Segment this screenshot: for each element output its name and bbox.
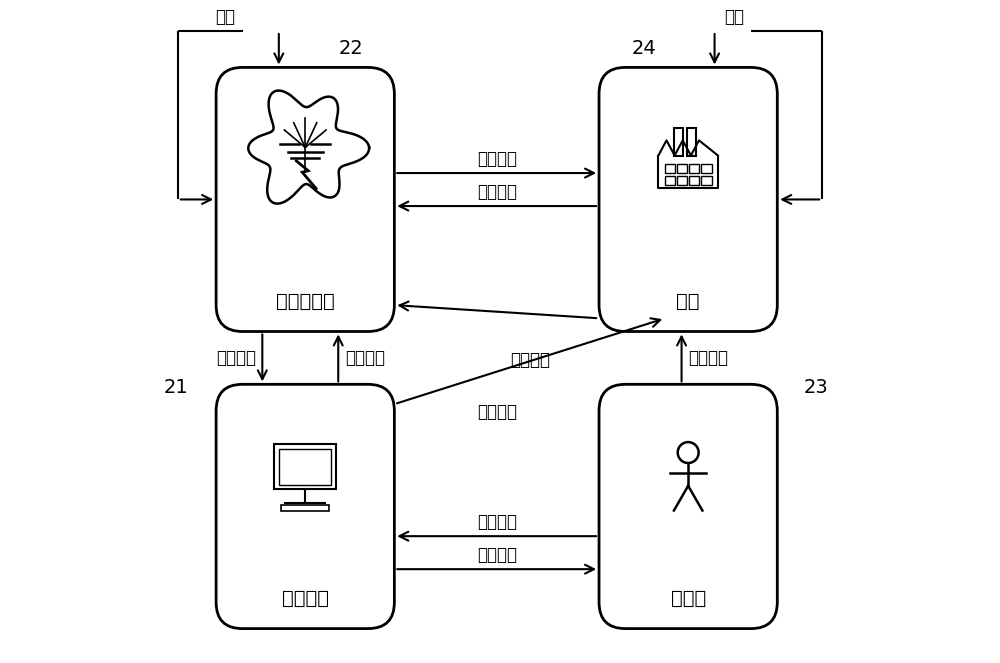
FancyBboxPatch shape — [665, 176, 675, 185]
Text: 环境因素: 环境因素 — [477, 183, 517, 201]
Text: 控制信息: 控制信息 — [477, 403, 517, 421]
FancyBboxPatch shape — [279, 449, 331, 485]
FancyBboxPatch shape — [701, 176, 712, 185]
FancyBboxPatch shape — [687, 129, 696, 156]
FancyBboxPatch shape — [677, 176, 687, 185]
Text: 环境信息: 环境信息 — [510, 351, 550, 369]
Text: 控制指令: 控制指令 — [345, 349, 385, 367]
Text: 控制信息: 控制信息 — [216, 349, 256, 367]
Text: 控制信息: 控制信息 — [477, 513, 517, 531]
Text: 告知信息: 告知信息 — [477, 546, 517, 564]
FancyBboxPatch shape — [274, 444, 336, 489]
Text: 工作者: 工作者 — [671, 589, 706, 609]
Text: 实际控制: 实际控制 — [477, 150, 517, 168]
FancyBboxPatch shape — [599, 68, 777, 332]
FancyBboxPatch shape — [701, 164, 712, 174]
Text: 耦合: 耦合 — [215, 8, 235, 26]
Text: 人为控制: 人为控制 — [688, 349, 728, 367]
FancyBboxPatch shape — [599, 385, 777, 629]
Text: 21: 21 — [164, 378, 188, 397]
Text: 24: 24 — [632, 39, 657, 58]
Text: 环境: 环境 — [676, 292, 700, 312]
FancyBboxPatch shape — [689, 176, 699, 185]
FancyBboxPatch shape — [216, 68, 394, 332]
Text: 22: 22 — [338, 39, 363, 58]
Text: 温室控制器: 温室控制器 — [276, 292, 335, 312]
FancyBboxPatch shape — [665, 164, 675, 174]
FancyBboxPatch shape — [281, 505, 329, 511]
FancyBboxPatch shape — [677, 164, 687, 174]
FancyBboxPatch shape — [216, 385, 394, 629]
Text: 耦合: 耦合 — [724, 8, 744, 26]
FancyBboxPatch shape — [689, 164, 699, 174]
Text: 控制系统: 控制系统 — [282, 589, 329, 609]
FancyBboxPatch shape — [674, 129, 683, 156]
Text: 23: 23 — [804, 378, 828, 397]
